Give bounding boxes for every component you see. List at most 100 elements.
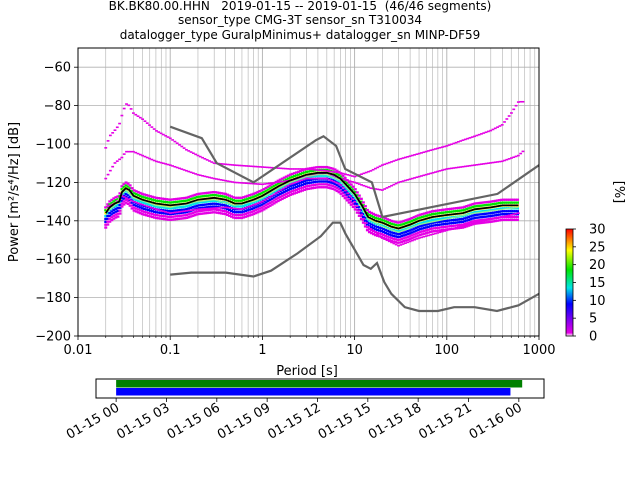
density-cell <box>440 226 444 229</box>
density-cell <box>177 214 181 218</box>
density-cell <box>355 191 359 194</box>
density-cell <box>270 203 274 206</box>
density-cell <box>465 219 469 222</box>
sparse-density-cell <box>337 182 340 185</box>
density-cell <box>351 194 355 197</box>
sparse-density-cell <box>235 181 239 184</box>
sparse-density-cell <box>244 206 248 209</box>
sparse-density-cell <box>233 207 237 210</box>
density-cell <box>408 235 412 238</box>
sparse-density-cell <box>325 170 329 172</box>
sparse-density-cell <box>431 171 435 174</box>
sparse-density-cell <box>189 151 193 153</box>
density-cell <box>394 241 398 244</box>
density-cell <box>380 230 384 233</box>
density-cell <box>199 203 203 207</box>
sparse-density-cell <box>438 170 442 172</box>
sparse-density-cell <box>369 170 373 172</box>
sparse-density-cell <box>339 184 343 186</box>
density-cell <box>195 196 199 199</box>
density-cell <box>473 216 477 220</box>
density-cell <box>104 214 108 218</box>
density-cell <box>507 215 511 219</box>
density-cell <box>167 198 171 201</box>
y-tick-label: −120 <box>35 176 71 191</box>
density-cell <box>209 205 213 208</box>
density-cell <box>140 207 144 210</box>
density-cell <box>483 212 487 215</box>
density-cell <box>428 219 432 222</box>
density-cell <box>343 185 347 188</box>
density-cell <box>507 212 511 216</box>
sparse-density-cell <box>498 216 502 219</box>
density-cell <box>509 201 513 204</box>
density-cell <box>400 229 404 232</box>
density-cell <box>398 235 402 238</box>
density-cell <box>223 195 227 198</box>
density-cell <box>485 200 489 204</box>
density-cell <box>394 229 398 232</box>
sparse-density-cell <box>484 219 488 222</box>
density-cell <box>191 194 195 197</box>
sparse-density-cell <box>189 209 193 212</box>
density-cell <box>378 226 382 229</box>
sparse-density-cell <box>376 188 380 191</box>
sparse-density-cell <box>268 196 271 199</box>
density-cell <box>473 219 477 222</box>
sparse-density-cell <box>196 208 200 211</box>
sparse-density-cell <box>431 233 435 236</box>
timeline-bar-data <box>116 380 523 388</box>
density-cell <box>225 193 229 196</box>
density-cell <box>420 224 424 227</box>
density-cell <box>491 211 495 214</box>
density-cell <box>116 215 120 218</box>
sparse-density-cell <box>238 164 241 167</box>
density-cell <box>130 187 134 190</box>
density-cell <box>274 198 278 201</box>
density-cell <box>203 200 207 203</box>
density-cell <box>341 194 345 198</box>
density-cell <box>369 214 373 217</box>
density-cell <box>250 210 254 213</box>
density-cell <box>479 216 483 219</box>
sparse-density-cell <box>145 205 149 208</box>
density-cell <box>205 211 209 215</box>
sparse-density-cell <box>341 172 345 175</box>
density-cell <box>122 197 126 200</box>
sparse-density-cell <box>516 154 520 157</box>
density-cell <box>187 195 191 199</box>
sparse-density-cell <box>115 126 119 129</box>
density-cell <box>329 178 333 181</box>
density-cell <box>290 172 294 176</box>
density-cell <box>321 174 325 177</box>
density-cell <box>447 225 451 228</box>
density-cell <box>457 206 461 210</box>
density-cell <box>207 203 211 206</box>
density-cell <box>398 229 402 233</box>
sparse-density-cell <box>118 122 121 125</box>
density-cell <box>453 218 457 222</box>
density-cell <box>207 205 211 209</box>
density-cell <box>305 187 309 191</box>
density-cell <box>213 208 217 211</box>
density-cell <box>380 232 384 236</box>
sparse-density-cell <box>141 203 145 206</box>
density-cell <box>440 228 444 232</box>
sparse-density-cell <box>247 182 251 185</box>
sparse-density-cell <box>286 184 290 187</box>
density-cell <box>181 211 185 214</box>
density-cell <box>455 209 459 213</box>
density-cell <box>122 194 126 197</box>
density-cell <box>217 191 221 195</box>
density-cell <box>211 208 215 211</box>
density-cell <box>219 203 223 206</box>
density-cell <box>303 185 307 189</box>
sparse-density-cell <box>106 140 110 142</box>
density-cell <box>349 186 353 189</box>
density-cell <box>420 227 424 230</box>
density-cell <box>463 220 467 223</box>
density-cell <box>272 190 276 193</box>
sparse-density-cell <box>512 108 516 111</box>
sparse-density-cell <box>284 167 287 170</box>
density-cell <box>463 217 467 220</box>
